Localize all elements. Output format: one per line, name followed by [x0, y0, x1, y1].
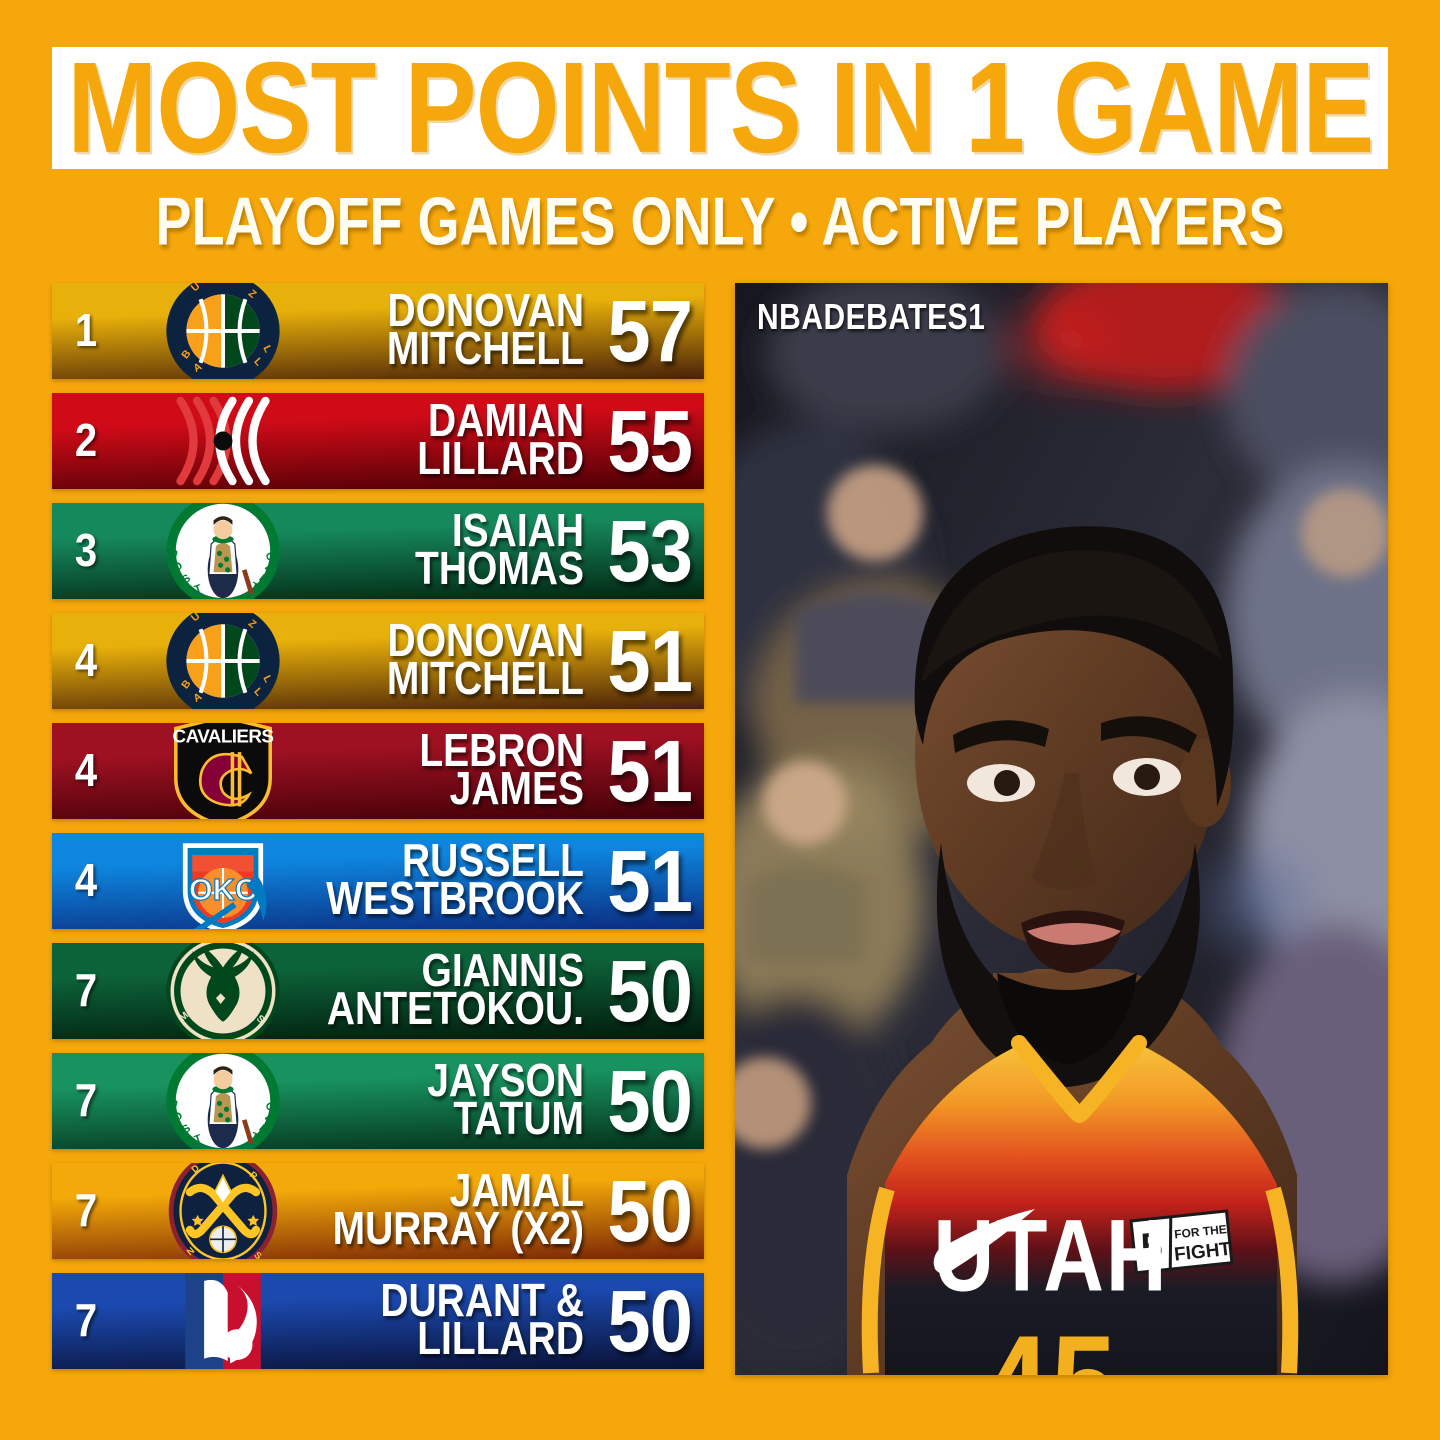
points-value: 50	[607, 1273, 693, 1369]
player-name: DONOVAN MITCHELL	[386, 285, 584, 375]
blazers-logo	[124, 393, 322, 489]
nba-logo	[124, 1273, 322, 1369]
svg-text:D: D	[189, 1163, 201, 1175]
points-value: 50	[607, 1053, 693, 1149]
row-background	[52, 503, 704, 599]
player-name: DAMIAN LILLARD	[417, 395, 584, 485]
player-name: DONOVAN MITCHELL	[386, 615, 584, 705]
table-row[interactable]: 4 OKC RUSSELL WESTBROOK 51	[52, 833, 704, 929]
table-row[interactable]: 7 B O S T C E L T	[52, 1053, 704, 1149]
page-title: MOST POINTS IN 1 GAME	[66, 36, 1374, 180]
row-background	[52, 1273, 704, 1369]
table-row[interactable]: 2 DAMIAN LILLARD 55	[52, 393, 704, 489]
rank-number: 2	[74, 415, 98, 466]
rank-number: 7	[74, 1185, 98, 1236]
svg-text:S: S	[252, 1249, 264, 1259]
table-row[interactable]: 3 B O S T C E L T	[52, 503, 704, 599]
points-value: 51	[607, 723, 693, 819]
row-background	[52, 1163, 704, 1259]
row-background	[52, 833, 704, 929]
player-name: GIANNIS ANTETOKOU.	[326, 945, 584, 1035]
svg-text:T: T	[193, 1133, 204, 1147]
svg-text:U: U	[189, 283, 203, 294]
points-value: 51	[607, 613, 693, 709]
rank-number: 7	[74, 965, 98, 1016]
rank-number: 7	[74, 1075, 98, 1126]
photo-illustration: 5 FOR THE FIGHT UTAH 45	[735, 283, 1388, 1375]
svg-text:T: T	[249, 581, 260, 595]
row-background	[52, 1053, 704, 1149]
svg-text:CAVALIERS: CAVALIERS	[173, 726, 274, 747]
svg-text:FOR THE: FOR THE	[1174, 1222, 1228, 1241]
rank-number: 4	[74, 855, 98, 906]
svg-text:U: U	[189, 613, 203, 624]
table-row[interactable]: 7 D R N S JAMAL MURRAY (X2) 50	[52, 1163, 704, 1259]
table-row[interactable]: 1 U Z B A L L DONOVAN MITCHELL 57	[52, 283, 704, 379]
player-photo: 5 FOR THE FIGHT UTAH 45 NBADEBATES1	[735, 283, 1388, 1375]
rank-number: 4	[74, 635, 98, 686]
row-background	[52, 283, 704, 379]
row-background	[52, 723, 704, 819]
points-value: 50	[607, 943, 693, 1039]
player-name: JAYSON TATUM	[427, 1055, 584, 1145]
svg-text:L: L	[260, 344, 274, 356]
ranking-list: 1 U Z B A L L DONOVAN MITCHELL 57 2	[52, 283, 704, 1383]
rank-number: 4	[74, 745, 98, 796]
page-subtitle: PLAYOFF GAMES ONLY • ACTIVE PLAYERS	[155, 184, 1285, 260]
cavaliers-logo: CAVALIERS	[124, 723, 322, 819]
svg-text:T: T	[193, 583, 204, 597]
svg-text:45: 45	[983, 1307, 1118, 1375]
svg-text:B: B	[167, 548, 181, 559]
svg-text:C: C	[263, 551, 277, 562]
jazz-logo: U Z B A L L	[124, 283, 322, 379]
photo-watermark: NBADEBATES1	[757, 297, 986, 338]
rank-number: 1	[74, 305, 98, 356]
svg-text:T: T	[249, 1131, 260, 1145]
player-name: DURANT & LILLARD	[380, 1275, 584, 1365]
player-name: RUSSELL WESTBROOK	[326, 835, 584, 925]
nuggets-logo: D R N S	[124, 1163, 322, 1259]
player-name: JAMAL MURRAY (X2)	[332, 1165, 584, 1255]
rank-number: 3	[74, 525, 98, 576]
table-row[interactable]: 7 M S GIANNIS ANTETOKOU. 50	[52, 943, 704, 1039]
bucks-logo: M S	[124, 943, 322, 1039]
points-value: 51	[607, 833, 693, 929]
points-value: 53	[607, 503, 693, 599]
svg-text:5: 5	[1139, 1225, 1164, 1269]
svg-text:B: B	[167, 1098, 181, 1109]
svg-text:C: C	[263, 1101, 277, 1112]
table-row[interactable]: 7 DURANT & LILLARD 50	[52, 1273, 704, 1369]
points-value: 55	[607, 393, 693, 489]
points-value: 50	[607, 1163, 693, 1259]
celtics-logo: B O S T C E L T	[124, 503, 322, 599]
title-band: MOST POINTS IN 1 GAME	[52, 43, 1388, 173]
rank-number: 7	[74, 1295, 98, 1346]
table-row[interactable]: 4 U Z B A L L DONOVAN MITCHELL 51	[52, 613, 704, 709]
player-name: ISAIAH THOMAS	[415, 505, 584, 595]
svg-text:UTAH: UTAH	[933, 1198, 1168, 1313]
player-name: LEBRON JAMES	[419, 725, 584, 815]
table-row[interactable]: 4 CAVALIERS LEBRON JAMES 51	[52, 723, 704, 819]
svg-text:OKC: OKC	[189, 873, 257, 907]
points-value: 57	[607, 283, 693, 379]
celtics-logo: B O S T C E L T	[124, 1053, 322, 1149]
row-background	[52, 943, 704, 1039]
row-background	[52, 613, 704, 709]
row-background	[52, 393, 704, 489]
thunder-logo: OKC	[124, 833, 322, 929]
svg-text:L: L	[260, 674, 274, 686]
jazz-logo: U Z B A L L	[124, 613, 322, 709]
